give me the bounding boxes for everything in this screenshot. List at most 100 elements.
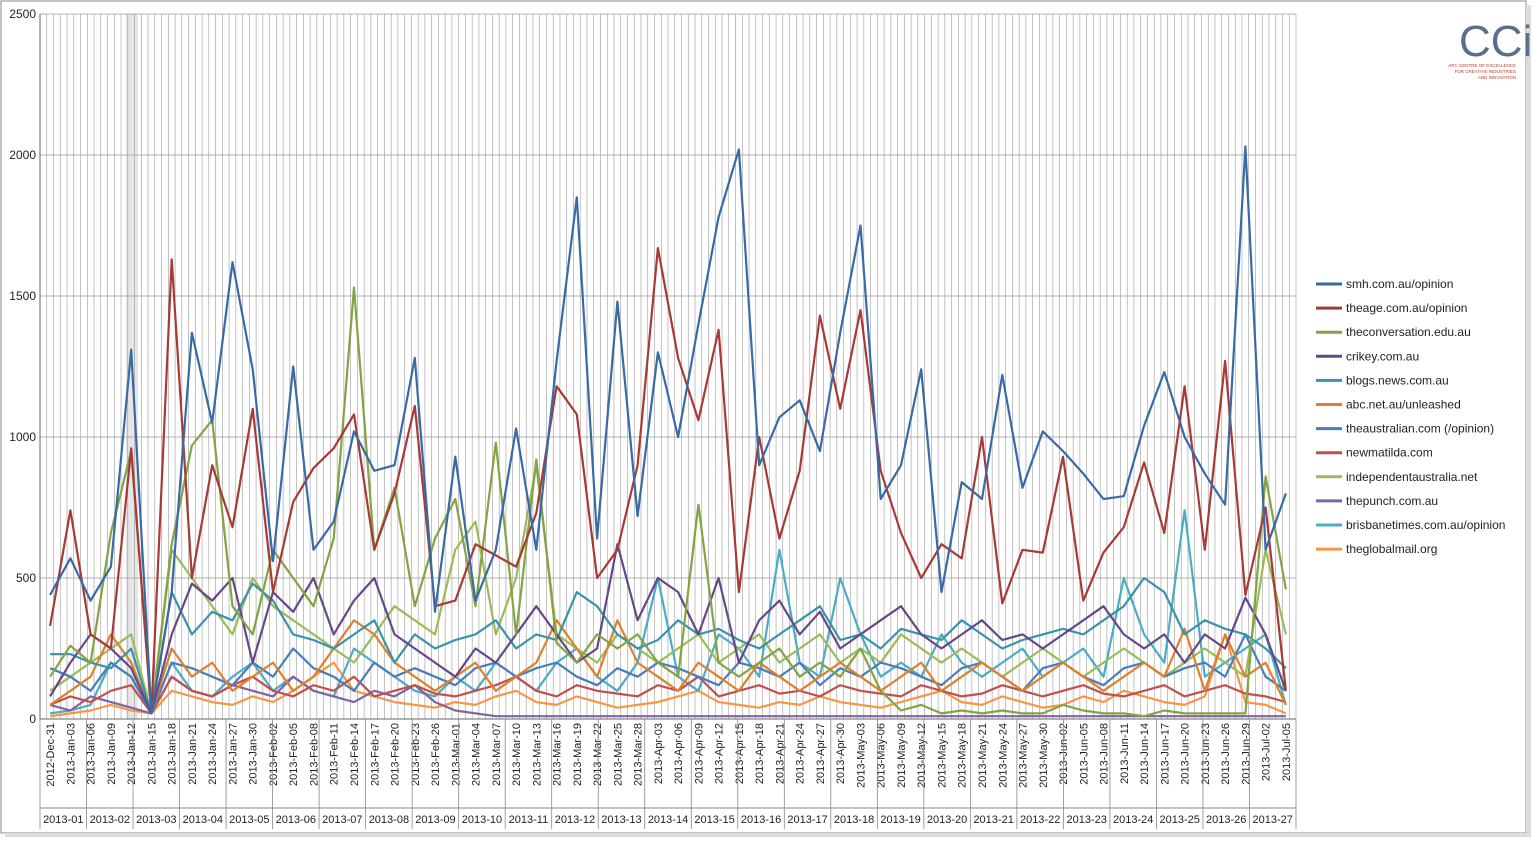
x-tick-label: 2013-Apr-21: [774, 723, 786, 784]
week-label: 2013-22: [1020, 814, 1060, 826]
x-tick-label: 2013-Mar-13: [531, 723, 543, 786]
week-label: 2013-15: [694, 814, 734, 826]
week-label: 2013-03: [136, 814, 176, 826]
y-tick-label: 500: [16, 571, 36, 585]
week-label: 2013-26: [1206, 814, 1246, 826]
x-tick-label: 2013-Mar-25: [612, 723, 624, 786]
legend: smh.com.au/opinion theage.com.au/opinion t…: [1316, 277, 1505, 556]
y-tick-label: 2500: [9, 7, 36, 21]
x-tick-label: 2013-Feb-08: [308, 723, 320, 786]
x-tick-label: 2013-Jan-09: [106, 723, 118, 785]
legend-label: blogs.news.com.au: [1346, 373, 1449, 387]
x-tick-label: 2013-Feb-02: [268, 723, 280, 786]
x-tick-label: 2013-Jun-20: [1180, 723, 1192, 785]
x-tick-label: 2013-Jul-05: [1281, 723, 1293, 781]
x-tick-label: 2013-May-09: [896, 723, 908, 788]
week-label: 2013-21: [973, 814, 1013, 826]
logo-caption: AND INNOVATION: [1478, 75, 1516, 80]
x-tick-label: 2013-Jun-23: [1200, 723, 1212, 785]
x-tick-label: 2013-Jan-21: [187, 723, 199, 785]
x-tick-label: 2013-Jan-30: [248, 723, 260, 785]
series-line: [49, 247, 1287, 715]
x-tick-label: 2013-Feb-26: [430, 723, 442, 786]
week-label: 2013-09: [415, 814, 455, 826]
x-tick-label: 2013-Mar-04: [471, 723, 483, 786]
x-tick-label: 2013-Feb-17: [369, 723, 381, 786]
week-label: 2013-19: [880, 814, 920, 826]
x-tick-label: 2013-Mar-10: [511, 723, 523, 786]
x-tick-label: 2013-Jun-14: [1139, 723, 1151, 785]
x-tick-label: 2013-Apr-09: [693, 723, 705, 784]
y-tick-label: 1500: [9, 289, 36, 303]
y-tick-label: 2000: [9, 148, 36, 162]
week-label: 2013-06: [276, 814, 316, 826]
legend-label: smh.com.au/opinion: [1346, 277, 1453, 291]
week-label: 2013-02: [90, 814, 130, 826]
x-tick-label: 2013-Feb-05: [288, 723, 300, 786]
week-label: 2013-18: [834, 814, 874, 826]
x-tick-label: 2013-May-15: [936, 723, 948, 788]
week-label: 2013-20: [927, 814, 967, 826]
x-tick-label: 2013-May-30: [1038, 723, 1050, 788]
series-line: [49, 509, 1287, 715]
x-tick-label: 2013-May-12: [916, 723, 928, 788]
week-label: 2013-01: [43, 814, 83, 826]
x-tick-label: 2013-Jun-29: [1240, 723, 1252, 785]
x-tick-label: 2013-Jun-02: [1058, 723, 1070, 785]
week-label: 2013-24: [1113, 814, 1153, 826]
x-tick-label: 2013-Feb-23: [410, 723, 422, 786]
y-tick-label: 1000: [9, 430, 36, 444]
x-tick-label: 2013-May-21: [977, 723, 989, 788]
x-tick-label: 2013-Jun-11: [1119, 723, 1131, 784]
x-tick-label: 2013-Jul-02: [1261, 723, 1273, 781]
x-tick-label: 2013-Jan-12: [126, 723, 138, 785]
x-tick-label: 2013-Mar-16: [552, 723, 564, 786]
frame-shadow: [1526, 5, 1531, 837]
series-line: [49, 619, 1287, 715]
lines: [49, 145, 1287, 718]
series-line: [49, 543, 1287, 715]
x-tick-label: 2013-Feb-11: [329, 723, 341, 785]
x-tick-label: 2013-Apr-30: [835, 723, 847, 784]
week-label: 2013-10: [462, 814, 502, 826]
x-tick-label: 2013-Jan-18: [167, 723, 179, 785]
week-label: 2013-07: [322, 814, 362, 826]
x-tick-label: 2013-May-27: [1018, 723, 1030, 788]
week-label: 2013-13: [601, 814, 641, 826]
week-label: 2013-04: [183, 814, 223, 826]
x-tick-label: 2013-Apr-27: [815, 723, 827, 784]
x-tick-label: 2013-Apr-03: [653, 723, 665, 784]
series-line: [49, 633, 1287, 718]
week-label: 2013-17: [787, 814, 827, 826]
axes: 0 500 1000 1500 2000 2500 2012-Dec-31 2013-Jan-…: [9, 7, 1297, 829]
x-tick-label: 2013-Apr-15: [734, 723, 746, 784]
x-tick-label: 2013-May-06: [876, 723, 888, 788]
legend-label: brisbanetimes.com.au/opinion: [1346, 518, 1505, 532]
x-tick-label: 2013-Feb-14: [349, 723, 361, 786]
x-tick-label: 2013-Apr-06: [673, 723, 685, 784]
x-tick-label: 2013-Jan-27: [227, 723, 239, 785]
series-line: [49, 675, 1287, 715]
x-tick-label: 2013-Mar-01: [450, 723, 462, 786]
legend-label: newmatilda.com: [1346, 446, 1433, 460]
legend-label: theaustralian.com (/opinion): [1346, 422, 1494, 436]
legend-label: abc.net.au/unleashed: [1346, 398, 1461, 412]
y-tick-label: 0: [29, 712, 36, 726]
x-tick-label: 2013-Jan-03: [65, 723, 77, 785]
x-tick-label: 2013-Jan-24: [207, 723, 219, 785]
x-tick-label: 2012-Dec-31: [45, 723, 57, 787]
x-tick-label: 2013-Jun-17: [1159, 723, 1171, 785]
x-tick-label: 2013-Feb-20: [390, 723, 402, 786]
x-tick-label: 2013-Jun-05: [1078, 723, 1090, 785]
week-label: 2013-27: [1253, 814, 1293, 826]
x-tick-label: 2013-May-24: [997, 723, 1009, 788]
x-tick-label: 2013-Apr-12: [714, 723, 726, 784]
frame-shadow: [5, 833, 1531, 837]
x-tick-label: 2013-Apr-18: [754, 723, 766, 784]
x-tick-label: 2013-Jan-06: [86, 723, 98, 785]
series-line: [49, 675, 1286, 718]
legend-label: theconversation.edu.au: [1346, 325, 1471, 339]
